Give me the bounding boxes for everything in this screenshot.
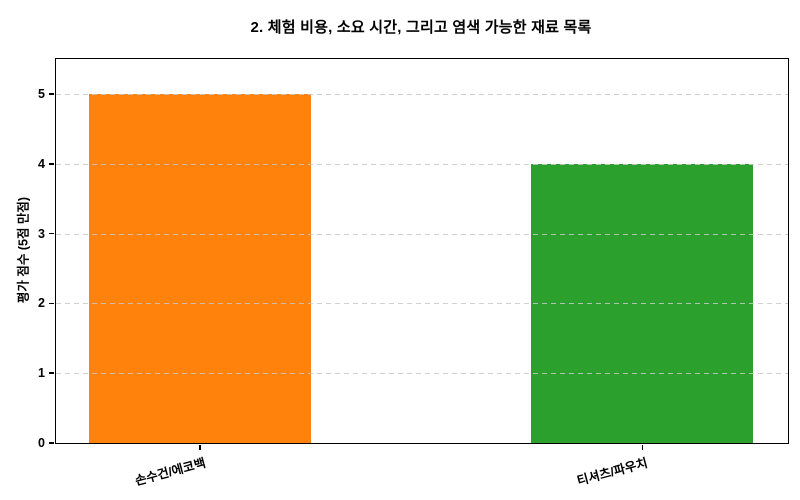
y-tick-label: 2 [38, 296, 45, 311]
x-tick-mark [641, 444, 644, 450]
y-tick-label: 4 [38, 156, 45, 171]
y-tick-mark [49, 232, 54, 235]
x-tick-label: 티셔츠/파우치 [575, 455, 650, 489]
chart-title: 2. 체험 비용, 소요 시간, 그리고 염색 가능한 재료 목록 [250, 19, 592, 36]
y-tick-mark [49, 162, 54, 165]
y-tick-label: 0 [38, 436, 45, 450]
y-tick-mark [49, 93, 54, 95]
x-tick-mark [199, 444, 201, 450]
gridline [56, 373, 788, 375]
plot-area: 0 1 2 3 4 5 손수건/에코백 티셔츠/파우치 [38, 58, 789, 488]
y-tick-label: 5 [38, 86, 45, 101]
y-axis-label: 평가 점수 (5점 만점) [16, 196, 31, 304]
x-tick-label: 손수건/에코백 [133, 455, 207, 489]
y-tick-mark [49, 302, 54, 305]
y-tick-label: 3 [38, 226, 45, 241]
y-tick-mark [49, 442, 54, 444]
gridline [56, 163, 788, 165]
y-tick-mark [49, 372, 54, 374]
gridline [56, 303, 788, 305]
bar [89, 93, 312, 443]
y-tick-label: 1 [38, 366, 45, 381]
gridline [56, 93, 788, 95]
gridline [56, 233, 788, 235]
